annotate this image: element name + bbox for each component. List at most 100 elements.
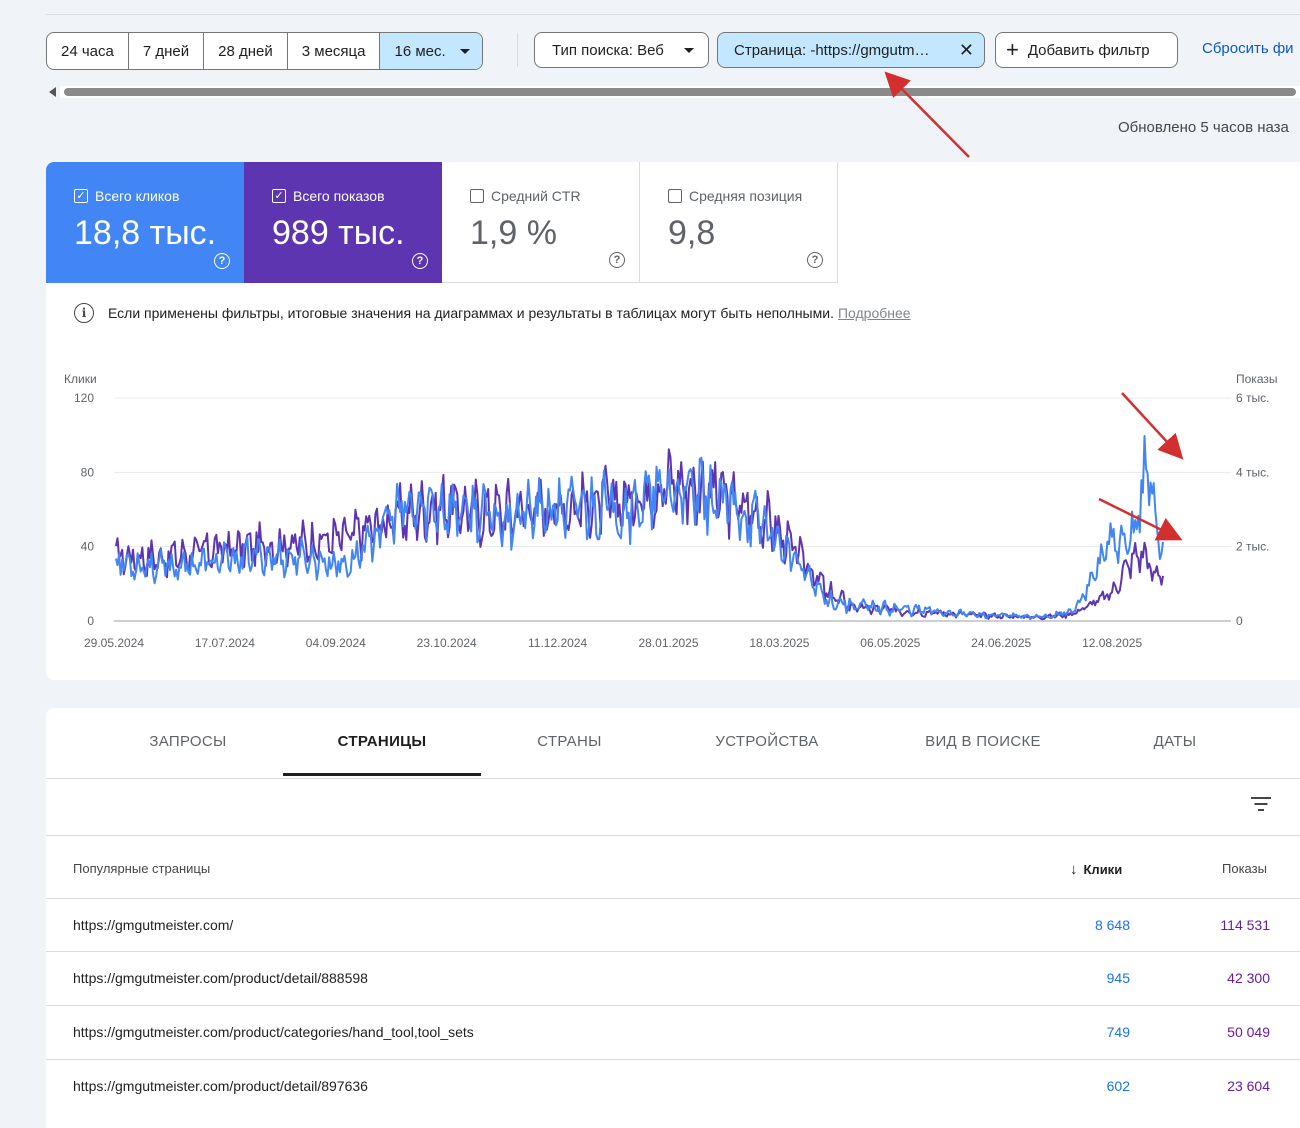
series-line-clicks <box>115 448 1164 621</box>
series-line-impressions <box>115 435 1164 621</box>
x-tick-label: 18.03.2025 <box>749 636 809 650</box>
row-url[interactable]: https://gmgutmeister.com/ <box>73 917 234 933</box>
metric-total-clicks[interactable]: ✓ Всего кликов 18,8 тыс. ? <box>46 162 244 283</box>
row-clicks: 945 <box>1106 970 1130 986</box>
row-url[interactable]: https://gmgutmeister.com/product/detail/… <box>73 1078 368 1094</box>
date-range-selector: 24 часа 7 дней 28 дней 3 месяца 16 мес. <box>46 32 483 70</box>
add-filter-button[interactable]: + Добавить фильтр <box>995 32 1178 68</box>
plus-icon: + <box>1006 37 1019 62</box>
x-tick-label: 28.01.2025 <box>638 636 698 650</box>
close-icon[interactable]: ✕ <box>958 40 974 60</box>
metric-impressions-title: Всего показов <box>293 188 385 204</box>
row-clicks: 8 648 <box>1094 917 1130 933</box>
notice-text: Если применены фильтры, итоговые значени… <box>108 305 834 321</box>
table-row[interactable]: https://gmgutmeister.com/product/detail/… <box>46 951 1300 1005</box>
date-range-24h[interactable]: 24 часа <box>47 33 129 69</box>
search-type-label: Тип поиска: Веб <box>552 41 664 59</box>
page-filter-label: Страница: -https://gmgutm… <box>734 41 930 59</box>
performance-chart: 0 0 40 2 тыс. 80 4 тыс. 120 6 тыс. Клики Показы 29… <box>64 372 1277 650</box>
table-row[interactable]: https://gmgutmeister.com/product/categor… <box>46 1005 1300 1059</box>
x-tick-label: 17.07.2024 <box>195 636 255 650</box>
updated-status: Обновлено 5 часов наза <box>1118 119 1289 136</box>
tab-search-appearance[interactable]: ВИД В ПОИСКЕ <box>925 733 1041 750</box>
x-tick-label: 24.06.2025 <box>971 636 1031 650</box>
checkbox-checked-icon[interactable]: ✓ <box>272 189 286 203</box>
metric-ctr-label: Средний CTR <box>470 188 581 204</box>
row-impressions: 23 604 <box>1227 1078 1270 1094</box>
row-clicks: 602 <box>1106 1078 1130 1094</box>
y-left-tick-label: 80 <box>81 465 95 479</box>
tab-queries[interactable]: ЗАПРОСЫ <box>149 733 227 750</box>
metric-ctr-value: 1,9 % <box>470 214 557 252</box>
info-icon: i <box>74 303 94 323</box>
metric-total-impressions[interactable]: ✓ Всего показов 989 тыс. ? <box>244 162 442 283</box>
reset-filters-link[interactable]: Сбросить фи <box>1202 40 1294 57</box>
metric-position-title: Средняя позиция <box>689 188 803 204</box>
metric-clicks-label: ✓ Всего кликов <box>74 188 179 204</box>
metric-clicks-title: Всего кликов <box>95 188 180 204</box>
help-icon[interactable]: ? <box>807 252 823 268</box>
row-url[interactable]: https://gmgutmeister.com/product/detail/… <box>73 970 368 986</box>
metric-impressions-label: ✓ Всего показов <box>272 188 385 204</box>
scrollbar-thumb[interactable] <box>64 88 1296 96</box>
date-range-16m[interactable]: 16 мес. <box>380 33 482 69</box>
learn-more-link[interactable]: Подробнее <box>837 305 911 321</box>
checkbox-unchecked-icon[interactable] <box>470 189 484 203</box>
date-range-28d[interactable]: 28 дней <box>204 33 288 69</box>
date-range-3m[interactable]: 3 месяца <box>288 33 381 69</box>
metric-impressions-value: 989 тыс. <box>272 214 405 252</box>
metric-average-position[interactable]: Средняя позиция 9,8 ? <box>640 162 838 283</box>
scroll-left-icon[interactable] <box>49 87 56 97</box>
date-range-7d[interactable]: 7 дней <box>129 33 205 69</box>
checkbox-unchecked-icon[interactable] <box>668 189 682 203</box>
sort-down-arrow-icon: ↓ <box>1070 861 1078 878</box>
table-row[interactable]: https://gmgutmeister.com/product/detail/… <box>46 1059 1300 1113</box>
date-range-16m-label: 16 мес. <box>394 42 446 60</box>
header-clicks[interactable]: ↓ Клики <box>1070 861 1122 878</box>
header-impressions[interactable]: Показы <box>1222 861 1267 876</box>
y-right-tick-label: 2 тыс. <box>1236 540 1269 554</box>
metric-clicks-value: 18,8 тыс. <box>74 214 217 252</box>
help-icon[interactable]: ? <box>214 253 230 269</box>
row-clicks: 749 <box>1106 1024 1130 1040</box>
active-tab-indicator <box>283 773 481 776</box>
dimension-tabs: ЗАПРОСЫ СТРАНИЦЫ СТРАНЫ УСТРОЙСТВА ВИД В… <box>46 708 1300 779</box>
x-tick-label: 11.12.2024 <box>528 636 587 650</box>
tab-devices[interactable]: УСТРОЙСТВА <box>715 733 819 750</box>
tab-countries[interactable]: СТРАНЫ <box>537 733 602 750</box>
row-impressions: 114 531 <box>1220 917 1270 933</box>
row-impressions: 42 300 <box>1227 970 1270 986</box>
tab-pages[interactable]: СТРАНИЦЫ <box>337 733 427 750</box>
row-impressions: 50 049 <box>1227 1024 1270 1040</box>
x-tick-label: 04.09.2024 <box>306 636 366 650</box>
search-type-filter[interactable]: Тип поиска: Веб <box>534 32 709 68</box>
caret-down-icon <box>684 47 694 53</box>
header-clicks-label: Клики <box>1083 862 1123 877</box>
table-divider <box>46 835 1300 836</box>
x-tick-label: 12.08.2025 <box>1082 636 1142 650</box>
y-right-axis-label: Показы <box>1236 372 1277 386</box>
row-url[interactable]: https://gmgutmeister.com/product/categor… <box>73 1024 474 1040</box>
y-left-tick-label: 0 <box>87 614 94 628</box>
x-tick-label: 23.10.2024 <box>417 636 477 650</box>
y-right-tick-label: 0 <box>1236 614 1243 628</box>
header-top-pages: Популярные страницы <box>73 861 211 876</box>
y-left-axis-label: Клики <box>64 372 97 386</box>
add-filter-label: Добавить фильтр <box>1027 41 1150 59</box>
help-icon[interactable]: ? <box>609 252 625 268</box>
metric-position-label: Средняя позиция <box>668 188 802 204</box>
table-row[interactable]: https://gmgutmeister.com/ 8 648 114 531 <box>46 898 1300 952</box>
filter-icon[interactable] <box>1251 796 1271 812</box>
y-right-tick-label: 4 тыс. <box>1236 465 1269 479</box>
metric-average-ctr[interactable]: Средний CTR 1,9 % ? <box>442 162 640 283</box>
y-left-tick-label: 120 <box>74 391 94 405</box>
checkbox-checked-icon[interactable]: ✓ <box>74 189 88 203</box>
filter-divider <box>517 33 518 67</box>
caret-down-icon <box>459 48 470 54</box>
metric-ctr-title: Средний CTR <box>491 188 581 204</box>
tab-dates[interactable]: ДАТЫ <box>1153 733 1197 750</box>
page-filter-chip[interactable]: Страница: -https://gmgutm… ✕ <box>717 32 985 68</box>
filter-notice: i Если применены фильтры, итоговые значе… <box>74 303 911 323</box>
top-divider <box>46 14 1300 15</box>
help-icon[interactable]: ? <box>412 253 428 269</box>
